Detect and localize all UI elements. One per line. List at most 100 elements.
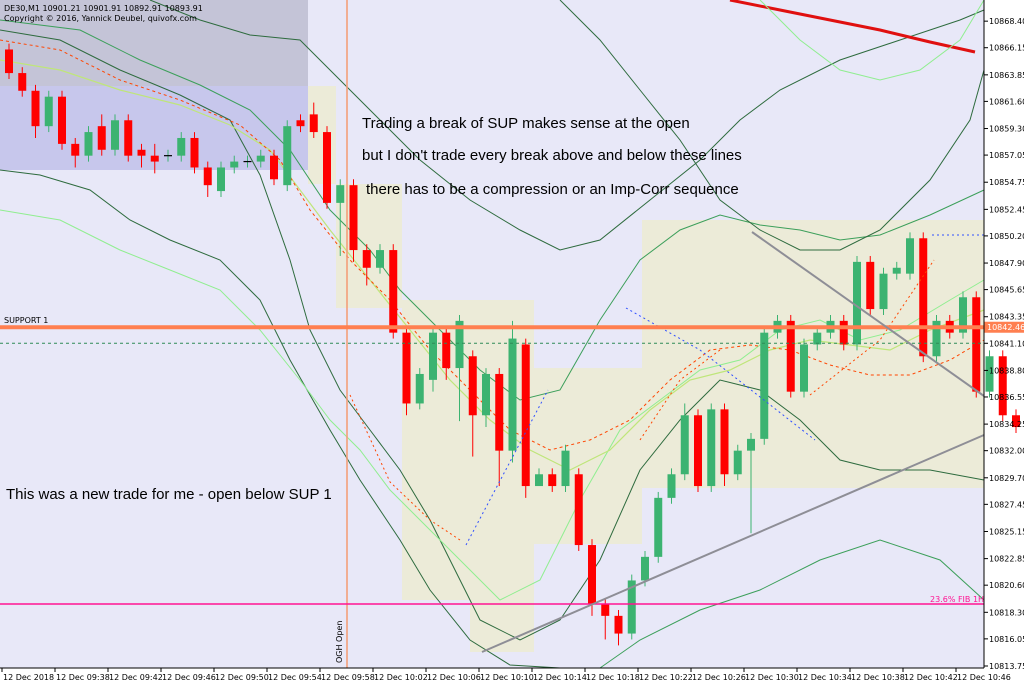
x-tick-label: 12 Dec 09:50 bbox=[215, 673, 269, 682]
bearish-candle[interactable] bbox=[972, 291, 981, 398]
bearish-candle[interactable] bbox=[548, 468, 557, 492]
bearish-candle[interactable] bbox=[18, 67, 27, 97]
bullish-candle[interactable] bbox=[44, 90, 53, 133]
bearish-candle[interactable] bbox=[270, 149, 278, 186]
y-tick-label: 10832.00 bbox=[989, 447, 1024, 456]
x-tick-label: 12 Dec 09:42 bbox=[109, 673, 163, 682]
bullish-candle[interactable] bbox=[177, 132, 186, 162]
support-price-label: 10842.46 bbox=[987, 323, 1024, 332]
bullish-candle[interactable] bbox=[760, 326, 769, 445]
bullish-candle[interactable] bbox=[707, 403, 716, 492]
bearish-candle[interactable] bbox=[31, 84, 40, 138]
time-axis-background bbox=[0, 668, 1024, 686]
bearish-candle[interactable] bbox=[323, 126, 331, 209]
bullish-candle[interactable] bbox=[415, 368, 424, 410]
bearish-candle[interactable] bbox=[309, 102, 318, 138]
bearish-candle[interactable] bbox=[389, 244, 398, 339]
bearish-candle[interactable] bbox=[442, 326, 451, 380]
candle-body bbox=[402, 332, 411, 404]
x-tick-label: 12 Dec 10:42 bbox=[904, 673, 958, 682]
bullish-candle[interactable] bbox=[747, 432, 755, 534]
bullish-candle[interactable] bbox=[243, 155, 252, 168]
bearish-candle[interactable] bbox=[58, 90, 66, 150]
bearish-candle[interactable] bbox=[574, 468, 583, 551]
bullish-candle[interactable] bbox=[283, 120, 292, 192]
bullish-candle[interactable] bbox=[535, 468, 543, 487]
candle-body bbox=[18, 73, 27, 91]
bullish-candle[interactable] bbox=[800, 338, 808, 398]
bullish-candle[interactable] bbox=[627, 574, 636, 640]
bullish-candle[interactable] bbox=[230, 155, 239, 174]
bullish-candle[interactable] bbox=[508, 320, 517, 463]
falling-trendline[interactable] bbox=[751, 231, 985, 397]
bearish-candle[interactable] bbox=[998, 350, 1007, 422]
bearish-candle[interactable] bbox=[601, 598, 610, 640]
rising-trendline[interactable] bbox=[481, 434, 985, 653]
bullish-candle[interactable] bbox=[84, 126, 93, 162]
candle-body bbox=[58, 96, 66, 144]
bullish-candle[interactable] bbox=[733, 444, 742, 481]
bearish-candle[interactable] bbox=[349, 179, 358, 262]
bearish-candle[interactable] bbox=[866, 255, 875, 315]
bullish-candle[interactable] bbox=[959, 291, 967, 339]
bullish-candle[interactable] bbox=[336, 179, 345, 256]
signal-line-blue-2 bbox=[625, 307, 816, 441]
candle-body bbox=[283, 126, 292, 186]
bearish-candle[interactable] bbox=[97, 114, 106, 156]
bullish-candle[interactable] bbox=[879, 267, 888, 315]
bullish-candle[interactable] bbox=[654, 491, 663, 563]
bullish-candle[interactable] bbox=[111, 114, 119, 156]
x-tick-label: 12 Dec 10:34 bbox=[798, 673, 852, 682]
bearish-candle[interactable] bbox=[203, 161, 212, 197]
bearish-candle[interactable] bbox=[5, 43, 13, 79]
bullish-candle[interactable] bbox=[892, 261, 901, 280]
bearish-candle[interactable] bbox=[614, 609, 623, 646]
bullish-candle[interactable] bbox=[164, 149, 172, 162]
bearish-candle[interactable] bbox=[588, 539, 596, 616]
bearish-candle[interactable] bbox=[919, 232, 928, 363]
bearish-candle[interactable] bbox=[1012, 409, 1020, 433]
bearish-candle[interactable] bbox=[521, 338, 530, 498]
bearish-candle[interactable] bbox=[137, 143, 146, 168]
candle-body bbox=[588, 545, 596, 605]
candle-body bbox=[415, 373, 424, 404]
bearish-candle[interactable] bbox=[71, 137, 80, 168]
bullish-candle[interactable] bbox=[256, 149, 265, 168]
bearish-candle[interactable] bbox=[720, 403, 729, 487]
bullish-candle[interactable] bbox=[932, 314, 941, 363]
bullish-candle[interactable] bbox=[217, 161, 225, 197]
bullish-candle[interactable] bbox=[455, 314, 464, 422]
bullish-candle[interactable] bbox=[985, 350, 994, 398]
bearish-candle[interactable] bbox=[124, 114, 133, 162]
x-tick-label: 12 Dec 10:10 bbox=[480, 673, 534, 682]
candle-body bbox=[654, 497, 663, 557]
bearish-candle[interactable] bbox=[150, 143, 159, 174]
bearish-candle[interactable] bbox=[839, 314, 848, 351]
bearish-candle[interactable] bbox=[468, 350, 477, 457]
bearish-candle[interactable] bbox=[296, 114, 305, 133]
bullish-candle[interactable] bbox=[561, 444, 570, 492]
bullish-candle[interactable] bbox=[813, 326, 822, 351]
bullish-candle[interactable] bbox=[906, 232, 914, 280]
bearish-candle[interactable] bbox=[694, 409, 702, 492]
candle-body bbox=[124, 120, 133, 156]
bullish-candle[interactable] bbox=[482, 368, 490, 428]
bearish-candle[interactable] bbox=[402, 326, 411, 416]
bullish-candle[interactable] bbox=[853, 255, 861, 351]
candle-body bbox=[733, 450, 742, 475]
candle-body bbox=[985, 356, 994, 392]
bearish-candle[interactable] bbox=[190, 132, 199, 174]
lower-band-dark bbox=[0, 29, 985, 641]
bearish-candle[interactable] bbox=[362, 244, 371, 286]
x-tick-label: 12 Dec 09:38 bbox=[56, 673, 110, 682]
bullish-candle[interactable] bbox=[667, 468, 676, 504]
candle-body bbox=[309, 114, 318, 133]
bullish-candle[interactable] bbox=[429, 326, 437, 392]
x-tick-label: 12 Dec 10:18 bbox=[586, 673, 640, 682]
y-tick-label: 10829.70 bbox=[989, 474, 1024, 483]
bearish-candle[interactable] bbox=[495, 368, 504, 487]
bullish-candle[interactable] bbox=[376, 244, 384, 274]
bullish-candle[interactable] bbox=[680, 403, 689, 481]
